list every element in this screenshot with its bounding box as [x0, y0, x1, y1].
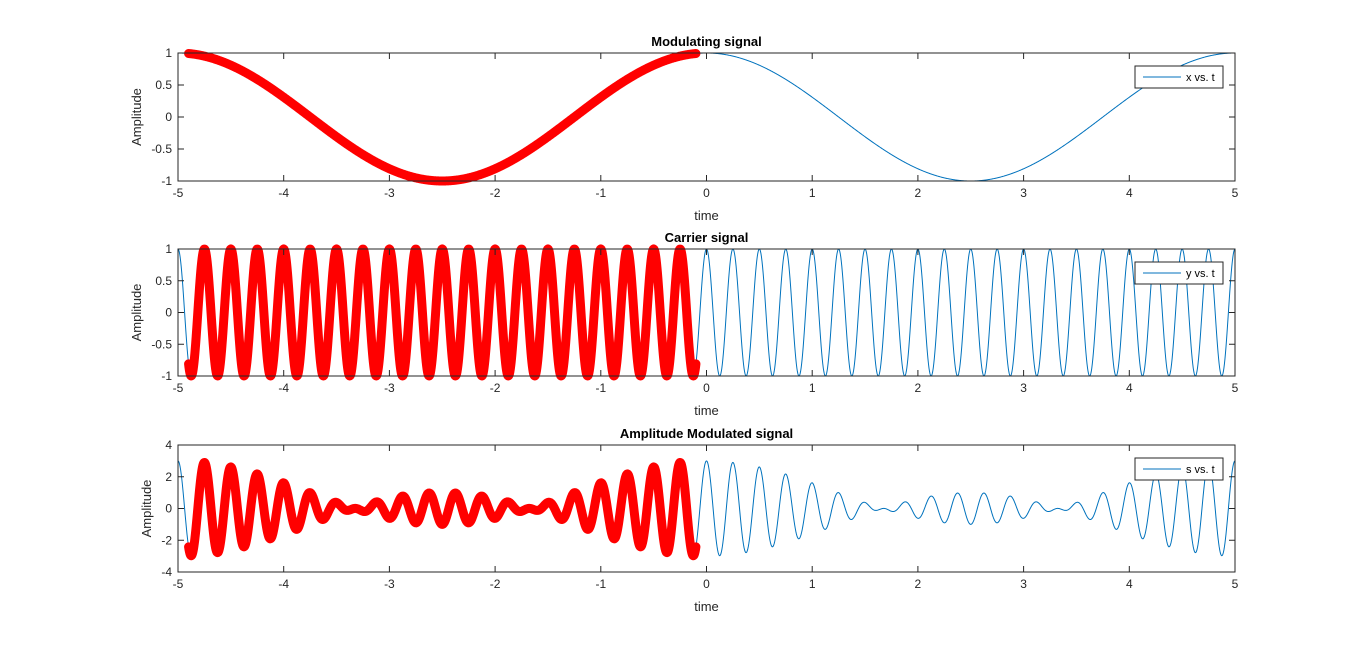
y-tick-label: 0.5 [155, 78, 172, 92]
legend-entry-label: y vs. t [1186, 268, 1215, 280]
x-tick-label: 4 [1126, 577, 1133, 591]
x-tick-label: -5 [173, 186, 184, 200]
x-tick-label: 4 [1126, 381, 1133, 395]
x-tick-label: -5 [173, 381, 184, 395]
y-tick-label: -1 [161, 174, 172, 188]
x-tick-label: -3 [384, 577, 395, 591]
subplot-1: -5 -4 -3 -2 -1 0 1 2 3 4 5 1 0.5 0 -0.5 -1 Modulating si… [129, 34, 1239, 223]
x-tick-label: 1 [809, 381, 816, 395]
x-tick-label: 0 [703, 577, 710, 591]
x-tick-label: -2 [490, 577, 501, 591]
x-tick-label: 2 [915, 381, 922, 395]
x-tick-label: 0 [703, 381, 710, 395]
highlight-series-line [184, 457, 701, 561]
x-tick-label: -4 [278, 381, 289, 395]
x-tick-label: 5 [1232, 381, 1239, 395]
x-tick-label: -4 [278, 186, 289, 200]
legend: x vs. t [1134, 65, 1224, 89]
y-tick-label: -0.5 [151, 337, 172, 351]
x-tick-label: 2 [915, 577, 922, 591]
y-tick-label: 0.5 [155, 274, 172, 288]
y-tick-label: 4 [165, 438, 172, 452]
legend-entry-label: s vs. t [1186, 464, 1215, 476]
y-axis-label: Amplitude [129, 88, 144, 146]
y-tick-label: 0 [165, 110, 172, 124]
x-tick-label: -5 [173, 577, 184, 591]
chart-title: Carrier signal [665, 230, 749, 245]
y-tick-label: -1 [161, 369, 172, 383]
x-tick-label: -2 [490, 381, 501, 395]
y-tick-label: 0 [165, 306, 172, 320]
x-tick-label: 5 [1232, 186, 1239, 200]
x-tick-label: -3 [384, 186, 395, 200]
y-tick-label: 1 [165, 46, 172, 60]
y-tick-label: 1 [165, 242, 172, 256]
x-tick-label: 0 [703, 186, 710, 200]
x-tick-label: 5 [1232, 577, 1239, 591]
y-tick-label: -4 [161, 565, 172, 579]
x-axis-label: time [694, 208, 719, 223]
y-tick-label: 0 [165, 502, 172, 516]
y-tick-label: -0.5 [151, 142, 172, 156]
legend: s vs. t [1134, 457, 1224, 481]
x-tick-label: 1 [809, 186, 816, 200]
x-tick-label: 3 [1020, 186, 1027, 200]
subplot-2: -5 -4 -3 -2 -1 0 1 2 3 4 5 1 0.5 0 -0.5 -1 Carrier signa… [129, 230, 1239, 418]
x-tick-label: -1 [595, 577, 606, 591]
x-axis-label: time [694, 599, 719, 614]
legend: y vs. t [1134, 261, 1224, 285]
x-tick-label: -1 [595, 186, 606, 200]
x-tick-label: -2 [490, 186, 501, 200]
legend-entry-label: x vs. t [1186, 72, 1215, 84]
x-tick-label: 4 [1126, 186, 1133, 200]
x-axis-label: time [694, 403, 719, 418]
x-tick-label: -3 [384, 381, 395, 395]
plot-area [178, 445, 1235, 572]
x-tick-label: -4 [278, 577, 289, 591]
x-tick-label: 2 [915, 186, 922, 200]
y-axis-label: Amplitude [129, 284, 144, 342]
chart-title: Amplitude Modulated signal [620, 426, 793, 441]
plot-area [178, 53, 1235, 181]
x-tick-label: 3 [1020, 577, 1027, 591]
y-tick-label: -2 [161, 533, 172, 547]
x-tick-label: 1 [809, 577, 816, 591]
chart-title: Modulating signal [651, 34, 762, 49]
y-axis-label: Amplitude [139, 480, 154, 538]
x-tick-label: -1 [595, 381, 606, 395]
x-tick-label: 3 [1020, 381, 1027, 395]
y-tick-label: 2 [165, 470, 172, 484]
